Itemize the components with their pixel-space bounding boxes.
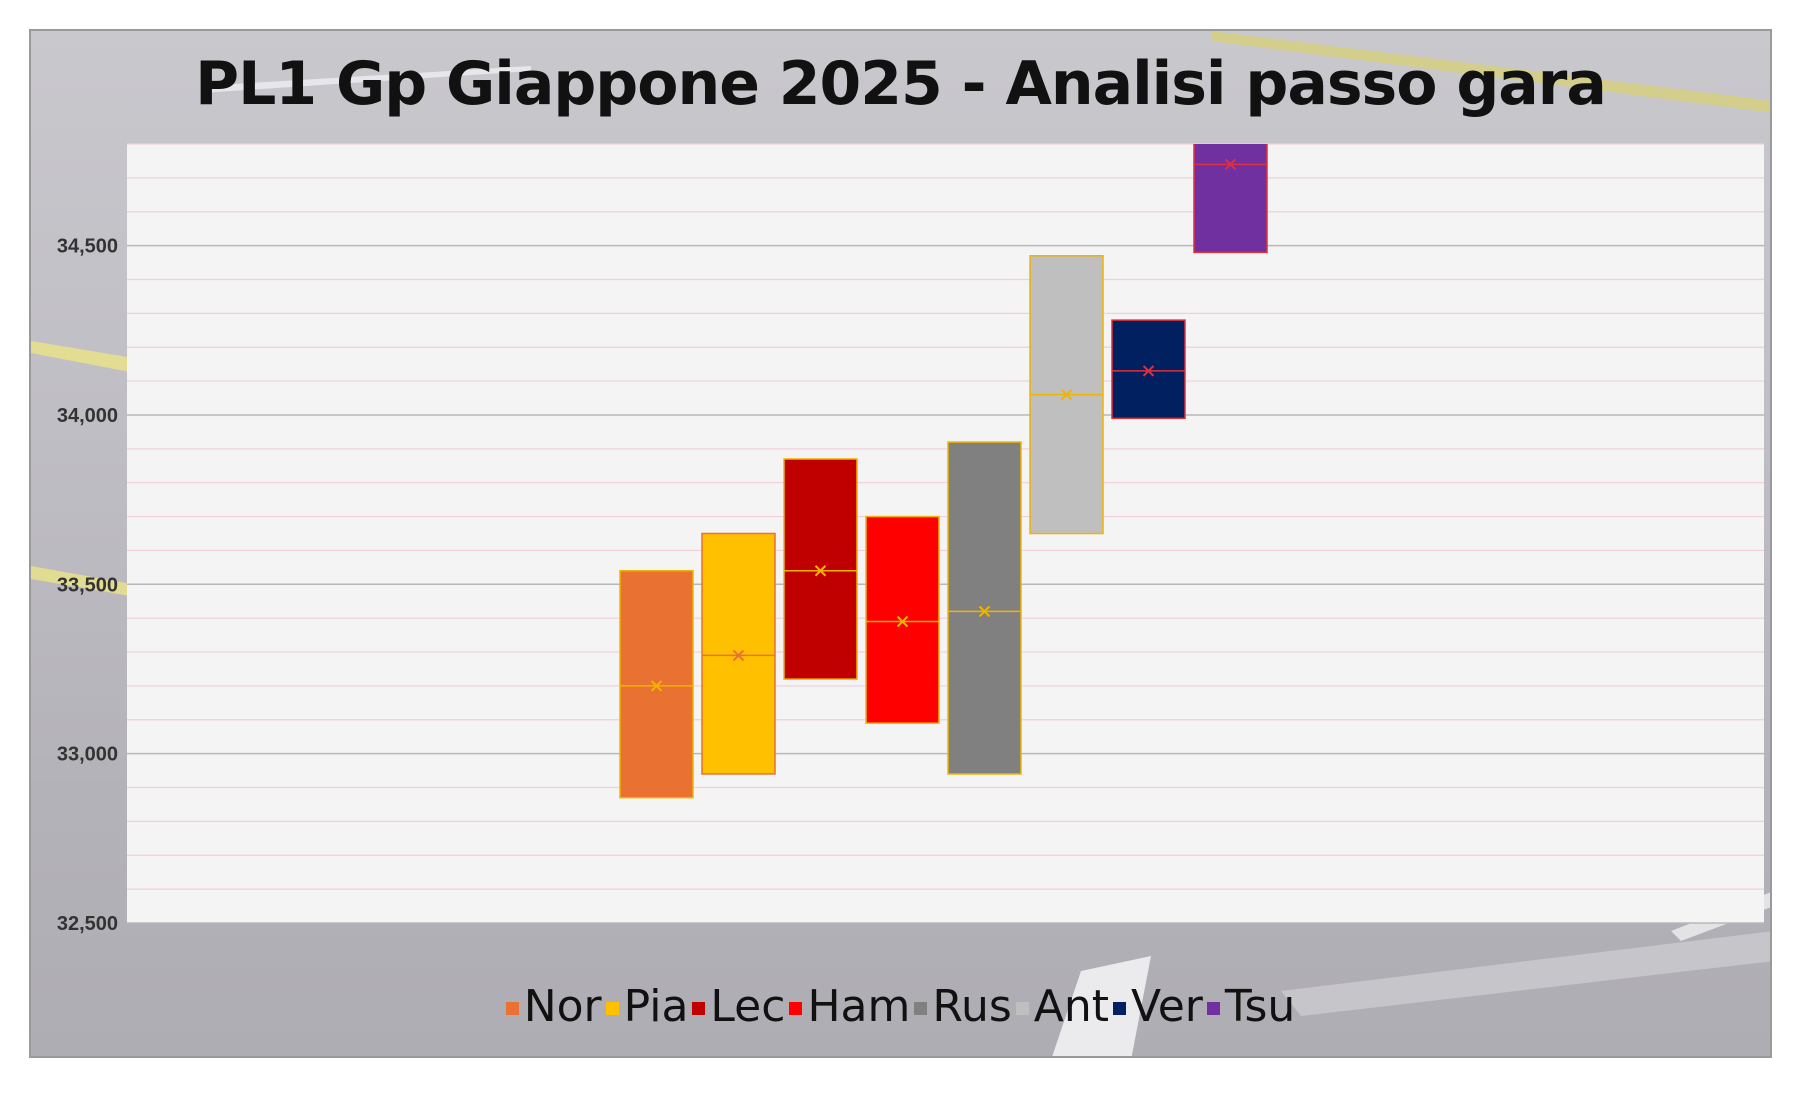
plot-background	[127, 144, 1764, 923]
mean-marker-lec	[814, 565, 827, 577]
legend-swatch	[1206, 1002, 1220, 1015]
legend-label: Rus	[932, 981, 1012, 1032]
box-ham	[865, 515, 940, 724]
chart-title: PL1 Gp Giappone 2025 - Analisi passo gar…	[195, 49, 1607, 119]
mean-marker-nor	[650, 680, 663, 692]
mean-marker-pia	[732, 649, 745, 662]
chart-card: PL1 Gp Giappone 2025 - Analisi passo gar…	[29, 29, 1772, 1058]
box-rus	[947, 441, 1022, 775]
legend-item-rus: Rus	[914, 981, 1012, 1032]
legend-label: Nor	[523, 981, 602, 1032]
y-tick-label: 34,500	[57, 236, 118, 258]
legend-swatch	[692, 1002, 706, 1015]
legend-swatch	[605, 1002, 619, 1015]
legend-label: Ver	[1131, 981, 1203, 1032]
legend-item-nor: Nor	[505, 981, 602, 1032]
major-gridlines	[127, 244, 1764, 924]
legend: Nor Pia Lec Ham Rus Ant Ver Tsu	[31, 981, 1770, 1032]
legend-swatch	[505, 1002, 519, 1015]
legend-item-ver: Ver	[1113, 981, 1203, 1032]
legend-swatch	[1113, 1002, 1127, 1015]
legend-item-pia: Pia	[605, 981, 689, 1032]
legend-label: Ham	[807, 981, 911, 1032]
legend-swatch	[789, 1002, 803, 1015]
legend-label: Lec	[710, 981, 786, 1032]
legend-item-lec: Lec	[692, 981, 785, 1032]
mean-marker-ant	[1060, 388, 1073, 401]
mean-marker-tsu	[1224, 158, 1237, 171]
box-nor	[619, 570, 694, 799]
box-tsu	[1193, 144, 1268, 254]
box-series	[619, 144, 1268, 799]
minor-gridlines	[127, 143, 1764, 890]
legend-label: Ant	[1033, 981, 1110, 1032]
legend-label: Tsu	[1224, 981, 1296, 1032]
y-tick-label: 33,500	[57, 574, 118, 596]
legend-swatch	[914, 1002, 928, 1015]
y-tick-label: 32,500	[57, 913, 118, 935]
legend-label: Pia	[623, 981, 689, 1032]
plot-area: 32,500 33,000 33,500 34,000 34,500	[57, 143, 1764, 935]
legend-swatch	[1015, 1002, 1029, 1015]
box-lec	[783, 458, 858, 680]
mean-marker-ver	[1142, 365, 1155, 377]
box-pia	[701, 532, 776, 775]
legend-item-tsu: Tsu	[1206, 981, 1296, 1032]
mean-marker-rus	[978, 605, 991, 618]
y-axis-tick-labels: 32,500 33,000 33,500 34,000 34,500	[57, 236, 118, 935]
mean-marker-ham	[896, 615, 909, 628]
y-tick-label: 33,000	[57, 744, 118, 766]
legend-item-ham: Ham	[789, 981, 910, 1032]
box-ver	[1111, 319, 1186, 420]
y-tick-label: 34,000	[57, 405, 118, 427]
legend-item-ant: Ant	[1015, 981, 1110, 1032]
